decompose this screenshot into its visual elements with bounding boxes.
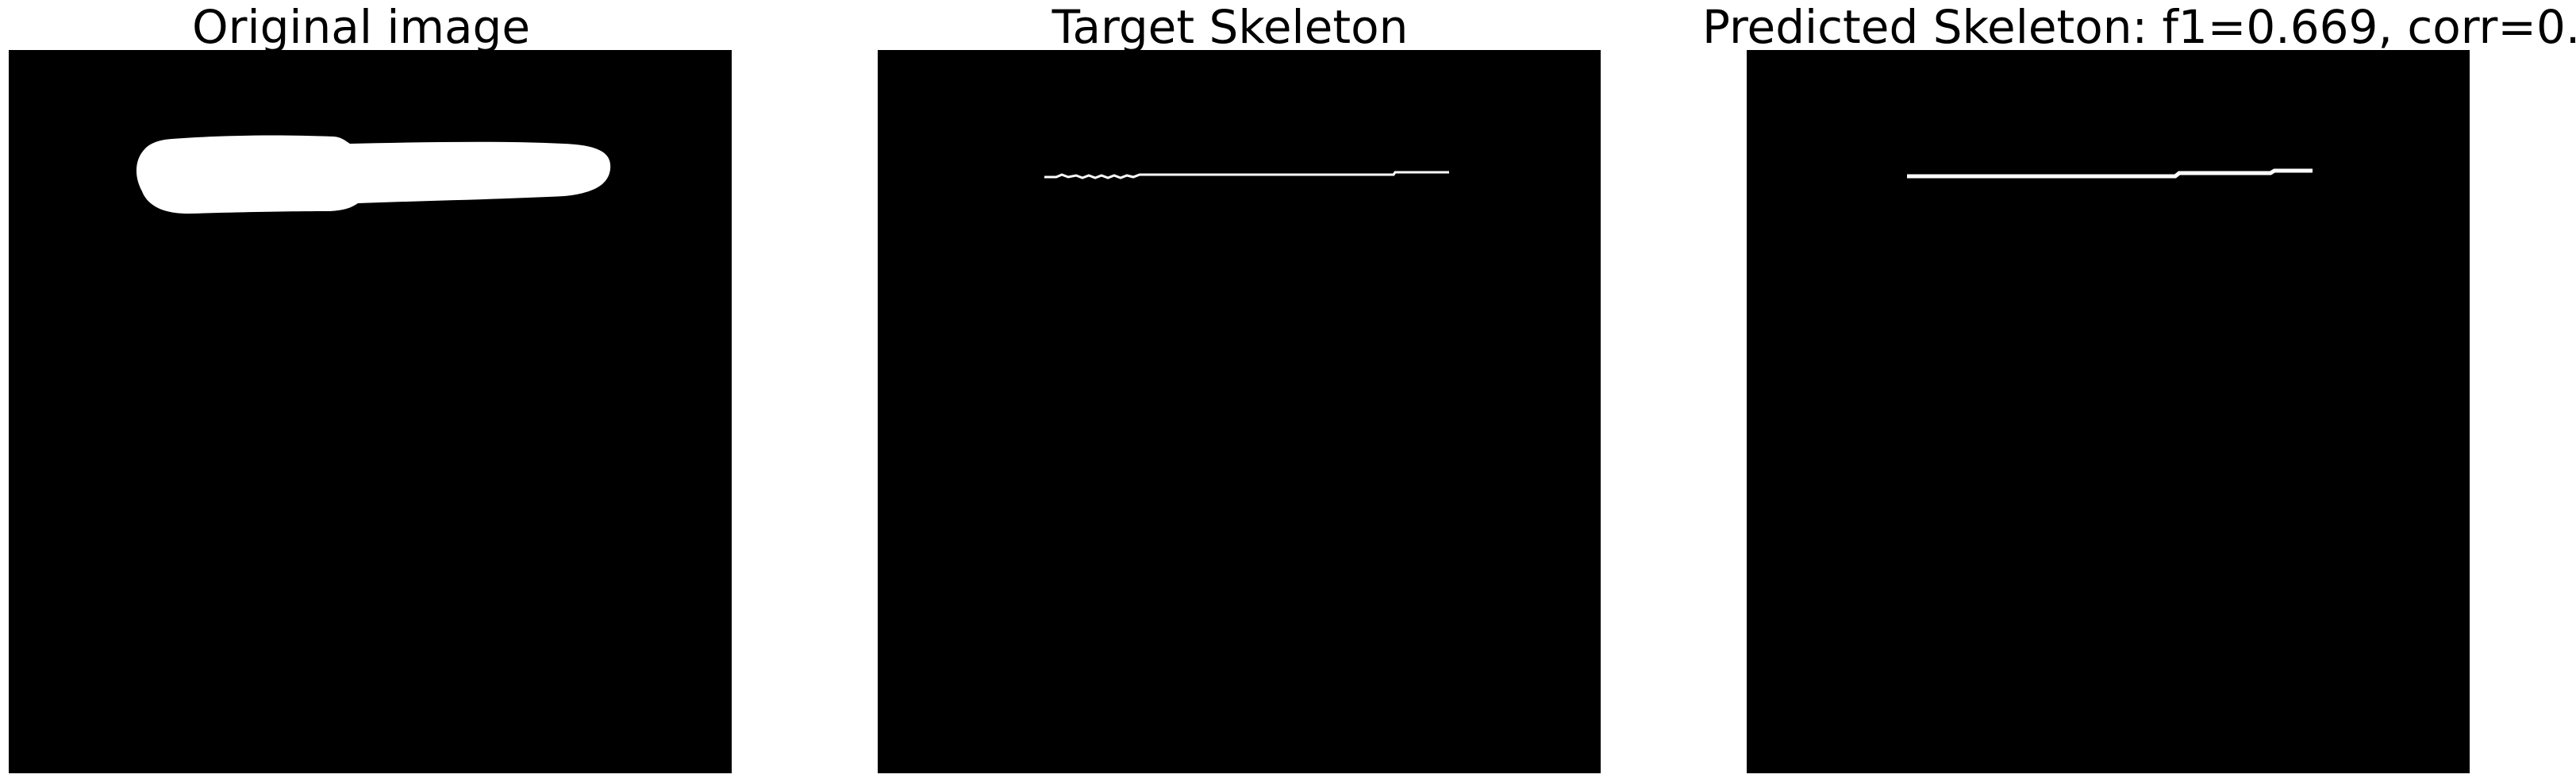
panel-title-predicted: Predicted Skeleton: f1=0.669, corr=0.709 [1702, 0, 2576, 54]
predicted-skeleton-plot [1747, 50, 2470, 773]
panel-predicted: Predicted Skeleton: f1=0.669, corr=0.709 [1702, 0, 2576, 782]
original-blob-shape [136, 135, 611, 214]
original-image-plot [9, 50, 732, 773]
panel-title-original: Original image [191, 0, 531, 54]
predicted-skeleton-canvas [1747, 50, 2470, 773]
target-skeleton-background [878, 50, 1601, 773]
target-skeleton-line [1044, 171, 1449, 179]
target-skeleton-canvas [878, 50, 1601, 773]
target-skeleton-plot [878, 50, 1601, 773]
panel-title-target: Target Skeleton [1052, 0, 1409, 54]
panel-target: Target Skeleton [869, 0, 1663, 782]
predicted-skeleton-line [1907, 168, 2313, 179]
original-image-canvas [9, 50, 732, 773]
panel-original: Original image [0, 0, 794, 782]
predicted-skeleton-background [1747, 50, 2470, 773]
